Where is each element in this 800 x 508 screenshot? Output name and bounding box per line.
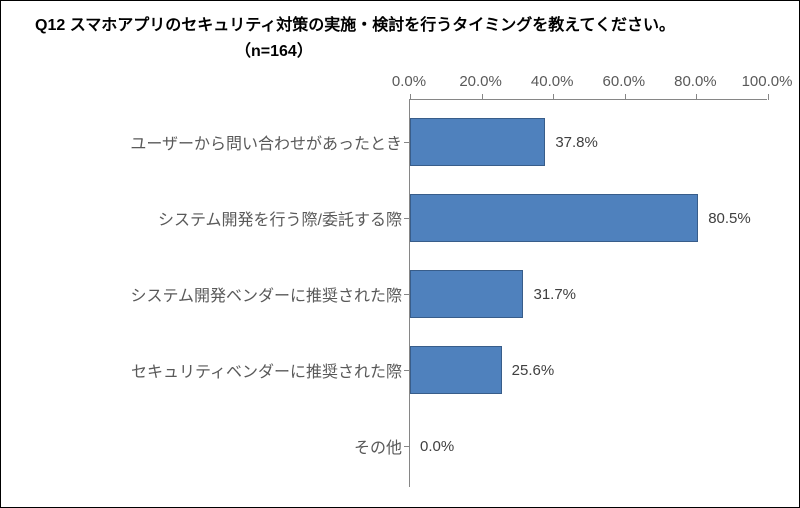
bar (410, 118, 545, 166)
plot: ユーザーから問い合わせがあったとき37.8% システム開発を行う際/委託する際80… (409, 99, 767, 487)
chart-title: Q12 スマホアプリのセキュリティ対策の実施・検討を行うタイミングを教えてくださ… (35, 15, 779, 37)
bar-row: セキュリティベンダーに推奨された際25.6% (410, 346, 767, 394)
value-label: 31.7% (533, 286, 576, 303)
value-label: 80.5% (708, 210, 751, 227)
category-label: セキュリティベンダーに推奨された際 (131, 358, 410, 382)
bar (410, 346, 502, 394)
x-axis: 0.0%20.0%40.0%60.0%80.0%100.0% (409, 73, 767, 91)
value-label: 0.0% (420, 438, 454, 455)
y-tick-mark (404, 370, 410, 371)
category-label: システム開発を行う際/委託する際 (158, 206, 410, 230)
plot-area: 0.0%20.0%40.0%60.0%80.0%100.0% ユーザーから問い合… (409, 73, 767, 487)
x-tick-mark (553, 94, 554, 100)
x-tick-label: 0.0% (392, 73, 426, 90)
x-tick-label: 40.0% (531, 73, 574, 90)
bar-row: その他0.0% (410, 422, 767, 470)
y-tick-mark (404, 446, 410, 447)
x-tick-label: 80.0% (674, 73, 717, 90)
x-tick-label: 20.0% (459, 73, 502, 90)
bar (410, 194, 698, 242)
category-label: システム開発ベンダーに推奨された際 (130, 282, 410, 306)
x-tick-mark (482, 94, 483, 100)
bar-row: システム開発を行う際/委託する際80.5% (410, 194, 767, 242)
bar-row: システム開発ベンダーに推奨された際31.7% (410, 270, 767, 318)
category-label: その他 (354, 434, 410, 458)
y-tick-mark (404, 218, 410, 219)
x-tick-mark (696, 94, 697, 100)
y-tick-mark (404, 142, 410, 143)
value-label: 25.6% (512, 362, 555, 379)
chart-subtitle: （n=164） (235, 37, 779, 61)
value-label: 37.8% (555, 134, 598, 151)
x-tick-mark (768, 94, 769, 100)
x-tick-label: 100.0% (742, 73, 793, 90)
bar (410, 270, 523, 318)
chart-frame: Q12 スマホアプリのセキュリティ対策の実施・検討を行うタイミングを教えてくださ… (0, 0, 800, 508)
bar-row: ユーザーから問い合わせがあったとき37.8% (410, 118, 767, 166)
x-tick-mark (625, 94, 626, 100)
x-tick-mark (410, 94, 411, 100)
x-tick-label: 60.0% (603, 73, 646, 90)
category-label: ユーザーから問い合わせがあったとき (130, 130, 410, 154)
y-tick-mark (404, 294, 410, 295)
